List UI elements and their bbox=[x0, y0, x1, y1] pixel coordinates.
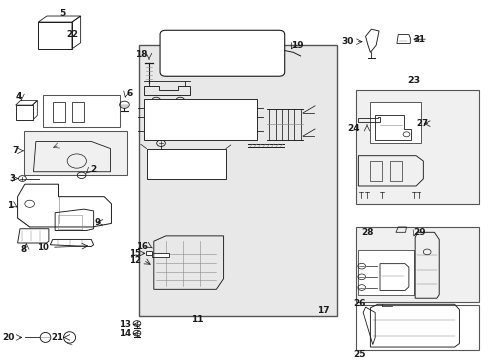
Text: 27: 27 bbox=[415, 119, 427, 128]
Text: 15: 15 bbox=[129, 249, 141, 258]
Text: 25: 25 bbox=[353, 350, 366, 359]
Text: 26: 26 bbox=[353, 299, 366, 308]
Bar bbox=[139, 45, 336, 316]
Bar bbox=[355, 305, 478, 350]
Bar bbox=[152, 253, 169, 257]
Bar bbox=[146, 149, 225, 179]
Text: 9: 9 bbox=[95, 218, 101, 227]
Text: 7: 7 bbox=[13, 146, 19, 155]
Text: 21: 21 bbox=[52, 333, 63, 342]
Bar bbox=[144, 99, 257, 140]
Text: 20: 20 bbox=[2, 333, 15, 342]
Bar bbox=[369, 102, 420, 143]
Text: 23: 23 bbox=[407, 76, 419, 85]
Text: 14: 14 bbox=[119, 329, 131, 338]
Text: 16: 16 bbox=[135, 242, 147, 251]
Text: 28: 28 bbox=[361, 228, 373, 237]
Bar bbox=[355, 227, 478, 302]
Bar bbox=[24, 131, 127, 175]
Bar bbox=[38, 22, 72, 49]
Text: 12: 12 bbox=[128, 256, 141, 265]
Text: 11: 11 bbox=[190, 315, 203, 324]
Text: 24: 24 bbox=[346, 125, 359, 134]
Text: 19: 19 bbox=[290, 41, 303, 50]
Bar bbox=[43, 95, 120, 127]
Text: 6: 6 bbox=[126, 89, 133, 98]
Bar bbox=[58, 215, 81, 229]
Text: 13: 13 bbox=[119, 320, 131, 329]
Bar bbox=[389, 161, 401, 181]
Bar bbox=[358, 250, 413, 295]
Text: 22: 22 bbox=[66, 30, 78, 39]
Text: 18: 18 bbox=[135, 50, 148, 59]
Text: 2: 2 bbox=[90, 166, 96, 175]
FancyBboxPatch shape bbox=[160, 30, 284, 76]
Text: 8: 8 bbox=[20, 245, 26, 254]
Bar bbox=[72, 102, 84, 122]
Text: 10: 10 bbox=[38, 243, 49, 252]
Bar bbox=[16, 105, 32, 120]
Bar bbox=[369, 161, 382, 181]
Text: 1: 1 bbox=[7, 201, 14, 210]
Text: 30: 30 bbox=[341, 37, 353, 46]
Text: 3: 3 bbox=[10, 174, 16, 183]
Text: 29: 29 bbox=[413, 228, 426, 237]
Text: 31: 31 bbox=[413, 35, 425, 44]
Bar bbox=[355, 90, 478, 204]
Text: 17: 17 bbox=[317, 306, 329, 315]
Bar bbox=[53, 102, 64, 122]
Text: 5: 5 bbox=[59, 9, 65, 18]
Bar bbox=[146, 251, 152, 256]
Text: 4: 4 bbox=[16, 93, 22, 102]
